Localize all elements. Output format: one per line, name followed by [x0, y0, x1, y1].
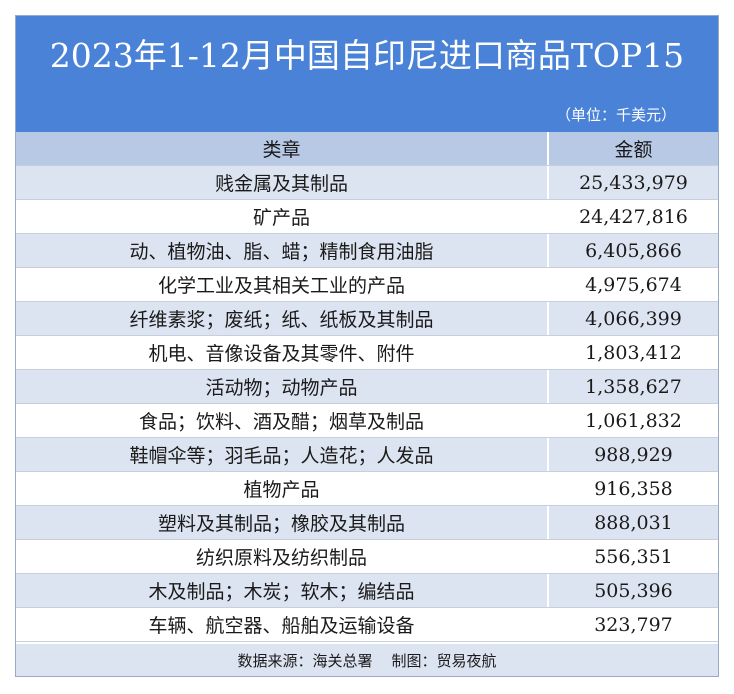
table-row: 鞋帽伞等；羽毛品；人造花；人发品 988,929: [16, 438, 718, 472]
category-cell: 化学工业及其相关工业的产品: [16, 268, 549, 301]
table-row: 车辆、航空器、船舶及运输设备 323,797: [16, 608, 718, 642]
table-row: 化学工业及其相关工业的产品 4,975,674: [16, 268, 718, 302]
category-cell: 纤维素浆；废纸；纸、纸板及其制品: [16, 302, 549, 335]
amount-cell: 556,351: [594, 545, 673, 568]
table-header-row: 类章 金额: [16, 132, 718, 166]
table-body: 贱金属及其制品 25,433,979 矿产品 24,427,816 动、植物油、脂、蜡；…: [16, 166, 718, 642]
title-banner: 2023年1-12月中国自印尼进口商品TOP15 （单位：千美元）: [16, 16, 718, 132]
table-row: 纤维素浆；废纸；纸、纸板及其制品 4,066,399: [16, 302, 718, 336]
category-cell: 植物产品: [16, 472, 549, 505]
category-cell: 活动物；动物产品: [16, 370, 549, 403]
table-row: 食品；饮料、酒及醋；烟草及制品 1,061,832: [16, 404, 718, 438]
column-header-amount: 金额: [614, 139, 653, 161]
category-cell: 木及制品；木炭；软木；编结品: [16, 574, 549, 607]
table-row: 贱金属及其制品 25,433,979: [16, 166, 718, 200]
category-cell: 塑料及其制品；橡胶及其制品: [16, 506, 549, 539]
table-row: 活动物；动物产品 1,358,627: [16, 370, 718, 404]
amount-cell: 24,427,816: [579, 205, 688, 228]
column-header-category: 类章: [16, 132, 549, 165]
unit-label: （单位：千美元）: [555, 106, 676, 124]
amount-cell: 1,061,832: [585, 409, 682, 432]
amount-cell: 1,358,627: [585, 375, 682, 398]
category-cell: 纺织原料及纺织制品: [16, 540, 549, 573]
category-cell: 食品；饮料、酒及醋；烟草及制品: [16, 404, 549, 437]
amount-cell: 988,929: [594, 443, 673, 466]
source-footer: 数据来源：海关总署 制图：贸易夜航: [16, 644, 718, 676]
category-cell: 贱金属及其制品: [16, 166, 549, 199]
amount-cell: 4,975,674: [585, 273, 682, 296]
table-row: 纺织原料及纺织制品 556,351: [16, 540, 718, 574]
category-cell: 矿产品: [16, 200, 549, 233]
data-table: 类章 金额 贱金属及其制品 25,433,979 矿产品 24,427,816 动、植物…: [16, 132, 718, 642]
table-row: 动、植物油、脂、蜡；精制食用油脂 6,405,866: [16, 234, 718, 268]
table-row: 木及制品；木炭；软木；编结品 505,396: [16, 574, 718, 608]
table-row: 机电、音像设备及其零件、附件 1,803,412: [16, 336, 718, 370]
chart-title: 2023年1-12月中国自印尼进口商品TOP15: [49, 36, 685, 75]
amount-cell: 323,797: [594, 613, 673, 636]
amount-cell: 505,396: [594, 579, 673, 602]
amount-cell: 1,803,412: [585, 341, 682, 364]
table-frame: 2023年1-12月中国自印尼进口商品TOP15 （单位：千美元） 类章 金额 …: [15, 15, 719, 677]
table-row: 植物产品 916,358: [16, 472, 718, 506]
amount-cell: 25,433,979: [579, 171, 688, 194]
amount-cell: 4,066,399: [585, 307, 682, 330]
category-cell: 鞋帽伞等；羽毛品；人造花；人发品: [16, 438, 549, 471]
table-row: 塑料及其制品；橡胶及其制品 888,031: [16, 506, 718, 540]
category-cell: 动、植物油、脂、蜡；精制食用油脂: [16, 234, 549, 267]
category-cell: 机电、音像设备及其零件、附件: [16, 336, 549, 369]
amount-cell: 916,358: [594, 477, 673, 500]
category-cell: 车辆、航空器、船舶及运输设备: [16, 608, 549, 641]
table-row: 矿产品 24,427,816: [16, 200, 718, 234]
amount-cell: 6,405,866: [585, 239, 682, 262]
amount-cell: 888,031: [594, 511, 673, 534]
